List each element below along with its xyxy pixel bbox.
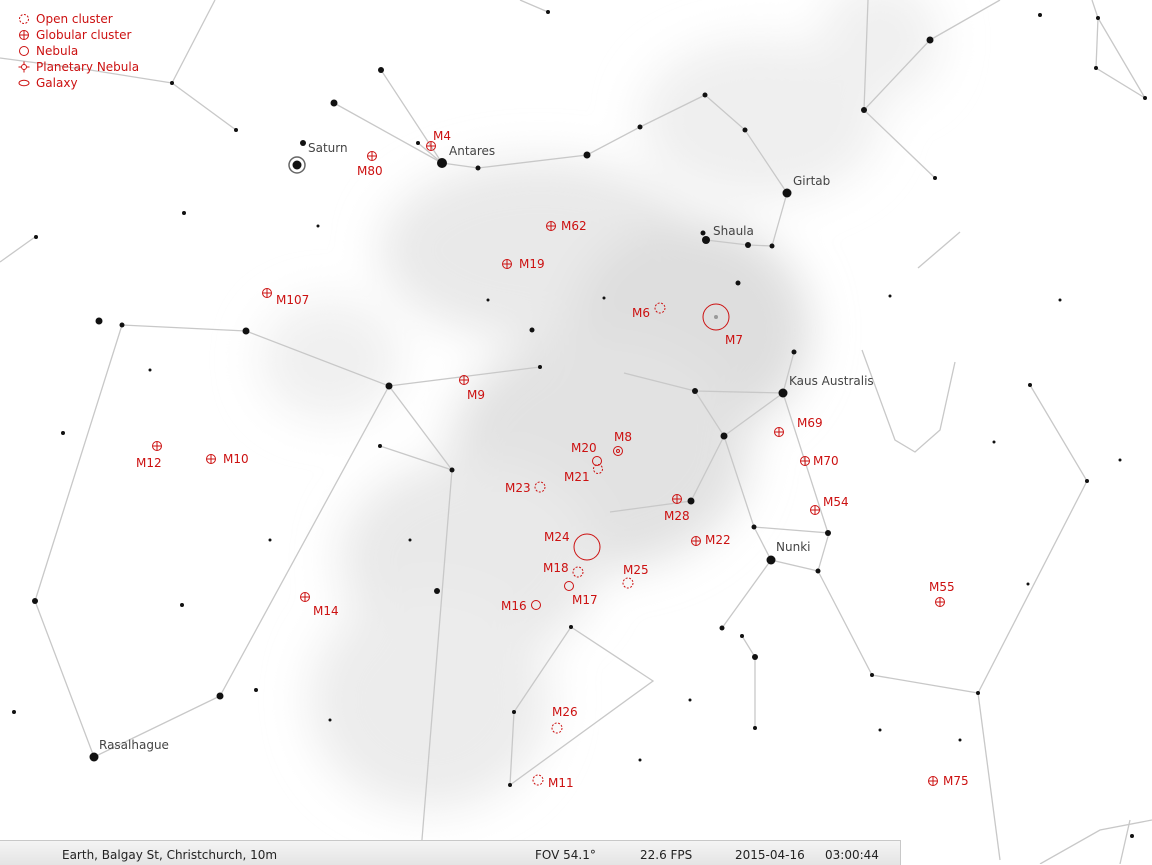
dso-label-m17[interactable]: M17: [572, 593, 598, 607]
open-cluster-icon[interactable]: [551, 722, 563, 734]
star-label-girtab[interactable]: Girtab: [793, 174, 830, 188]
location-text: Earth, Balgay St, Christchurch, 10m: [62, 848, 278, 862]
dso-label-m8[interactable]: M8: [614, 430, 632, 444]
fov-text: FOV 54.1°: [535, 848, 596, 862]
dso-label-m69[interactable]: M69: [797, 416, 823, 430]
dso-label-m20[interactable]: M20: [571, 441, 597, 455]
legend-item-globular-cluster: Globular cluster: [18, 27, 139, 43]
star-label-saturn[interactable]: Saturn: [308, 141, 348, 155]
globular-cluster-icon[interactable]: [691, 536, 701, 546]
dso-label-m10[interactable]: M10: [223, 452, 249, 466]
open-cluster-icon: [19, 14, 29, 24]
globular-cluster-icon[interactable]: [426, 141, 436, 151]
legend-item-planetary-nebula: Planetary Nebula: [18, 59, 139, 75]
saturn-marker[interactable]: [288, 156, 306, 174]
legend-label: Open cluster: [36, 12, 113, 26]
planetary-nebula-icon: [18, 61, 30, 73]
globular-cluster-icon: [19, 30, 29, 40]
star-label-rasalhague[interactable]: Rasalhague: [99, 738, 169, 752]
dso-label-m54[interactable]: M54: [823, 495, 849, 509]
globular-cluster-icon[interactable]: [152, 441, 162, 451]
nebula-icon[interactable]: [613, 446, 623, 456]
dso-label-m23[interactable]: M23: [505, 481, 531, 495]
legend-item-galaxy: Galaxy: [18, 75, 139, 91]
legend-label: Galaxy: [36, 76, 78, 90]
nebula-icon[interactable]: [564, 581, 574, 591]
dso-labels: M4 M80 M62 M19 M107 M6 M7 M9 M12 M10 M20…: [136, 129, 969, 790]
dso-label-m22[interactable]: M22: [705, 533, 731, 547]
globular-cluster-icon[interactable]: [810, 505, 820, 515]
dso-label-m70[interactable]: M70: [813, 454, 839, 468]
open-cluster-icon[interactable]: [532, 774, 544, 786]
time-text: 03:00:44: [825, 848, 879, 862]
nebula-icon[interactable]: [592, 456, 602, 466]
dso-label-m11[interactable]: M11: [548, 776, 574, 790]
nebula-icon[interactable]: [531, 600, 541, 610]
globular-cluster-icon[interactable]: [502, 259, 512, 269]
globular-cluster-icon[interactable]: [206, 454, 216, 464]
stars: [12, 10, 1147, 838]
dso-label-m18[interactable]: M18: [543, 561, 569, 575]
dso-label-m16[interactable]: M16: [501, 599, 527, 613]
dso-label-m14[interactable]: M14: [313, 604, 339, 618]
globular-cluster-icon[interactable]: [928, 776, 938, 786]
dso-label-m55[interactable]: M55: [929, 580, 955, 594]
galaxy-icon: [18, 79, 30, 87]
open-cluster-icon[interactable]: [702, 303, 730, 331]
dso-label-m28[interactable]: M28: [664, 509, 690, 523]
open-cluster-icon[interactable]: [654, 302, 666, 314]
legend-label: Planetary Nebula: [36, 60, 140, 74]
star-label-antares[interactable]: Antares: [449, 144, 495, 158]
open-cluster-icon[interactable]: [572, 566, 584, 578]
dso-label-m107[interactable]: M107: [276, 293, 309, 307]
legend-label: Nebula: [36, 44, 79, 58]
dso-markers: [152, 141, 945, 786]
dso-label-m80[interactable]: M80: [357, 164, 383, 178]
dso-label-m12[interactable]: M12: [136, 456, 162, 470]
legend-item-open-cluster: Open cluster: [18, 11, 139, 27]
open-cluster-icon[interactable]: [622, 577, 634, 589]
dso-label-m9[interactable]: M9: [467, 388, 485, 402]
dso-label-m75[interactable]: M75: [943, 774, 969, 788]
star-labels: Saturn Antares Girtab Shaula Kaus Austra…: [99, 141, 874, 752]
open-cluster-icon[interactable]: [573, 533, 601, 561]
star-label-shaula[interactable]: Shaula: [713, 224, 754, 238]
legend-item-nebula: Nebula: [18, 43, 139, 59]
globular-cluster-icon[interactable]: [546, 221, 556, 231]
globular-cluster-icon[interactable]: [800, 456, 810, 466]
dso-label-m19[interactable]: M19: [519, 257, 545, 271]
dso-label-m25[interactable]: M25: [623, 563, 649, 577]
dso-label-m4[interactable]: M4: [433, 129, 451, 143]
star-label-kaus-australis[interactable]: Kaus Australis: [789, 374, 874, 388]
globular-cluster-icon[interactable]: [459, 375, 469, 385]
globular-cluster-icon[interactable]: [935, 597, 945, 607]
open-cluster-icon[interactable]: [593, 464, 603, 474]
milky-way: [260, 0, 940, 810]
status-bar: Earth, Balgay St, Christchurch, 10m FOV …: [0, 840, 901, 865]
dso-label-m6[interactable]: M6: [632, 306, 650, 320]
globular-cluster-icon[interactable]: [672, 494, 682, 504]
dso-label-m7[interactable]: M7: [725, 333, 743, 347]
fps-text: 22.6 FPS: [640, 848, 693, 862]
date-text: 2015-04-16: [735, 848, 805, 862]
dso-label-m24[interactable]: M24: [544, 530, 570, 544]
star-label-nunki[interactable]: Nunki: [776, 540, 810, 554]
globular-cluster-icon[interactable]: [774, 427, 784, 437]
dso-label-m21[interactable]: M21: [564, 470, 590, 484]
legend: Open cluster Globular cluster Nebula Pla…: [18, 11, 139, 91]
globular-cluster-icon[interactable]: [367, 151, 377, 161]
legend-label: Globular cluster: [36, 28, 132, 42]
nebula-icon: [19, 46, 29, 56]
dso-label-m62[interactable]: M62: [561, 219, 587, 233]
open-cluster-icon[interactable]: [534, 481, 546, 493]
globular-cluster-icon[interactable]: [262, 288, 272, 298]
dso-label-m26[interactable]: M26: [552, 705, 578, 719]
globular-cluster-icon[interactable]: [300, 592, 310, 602]
